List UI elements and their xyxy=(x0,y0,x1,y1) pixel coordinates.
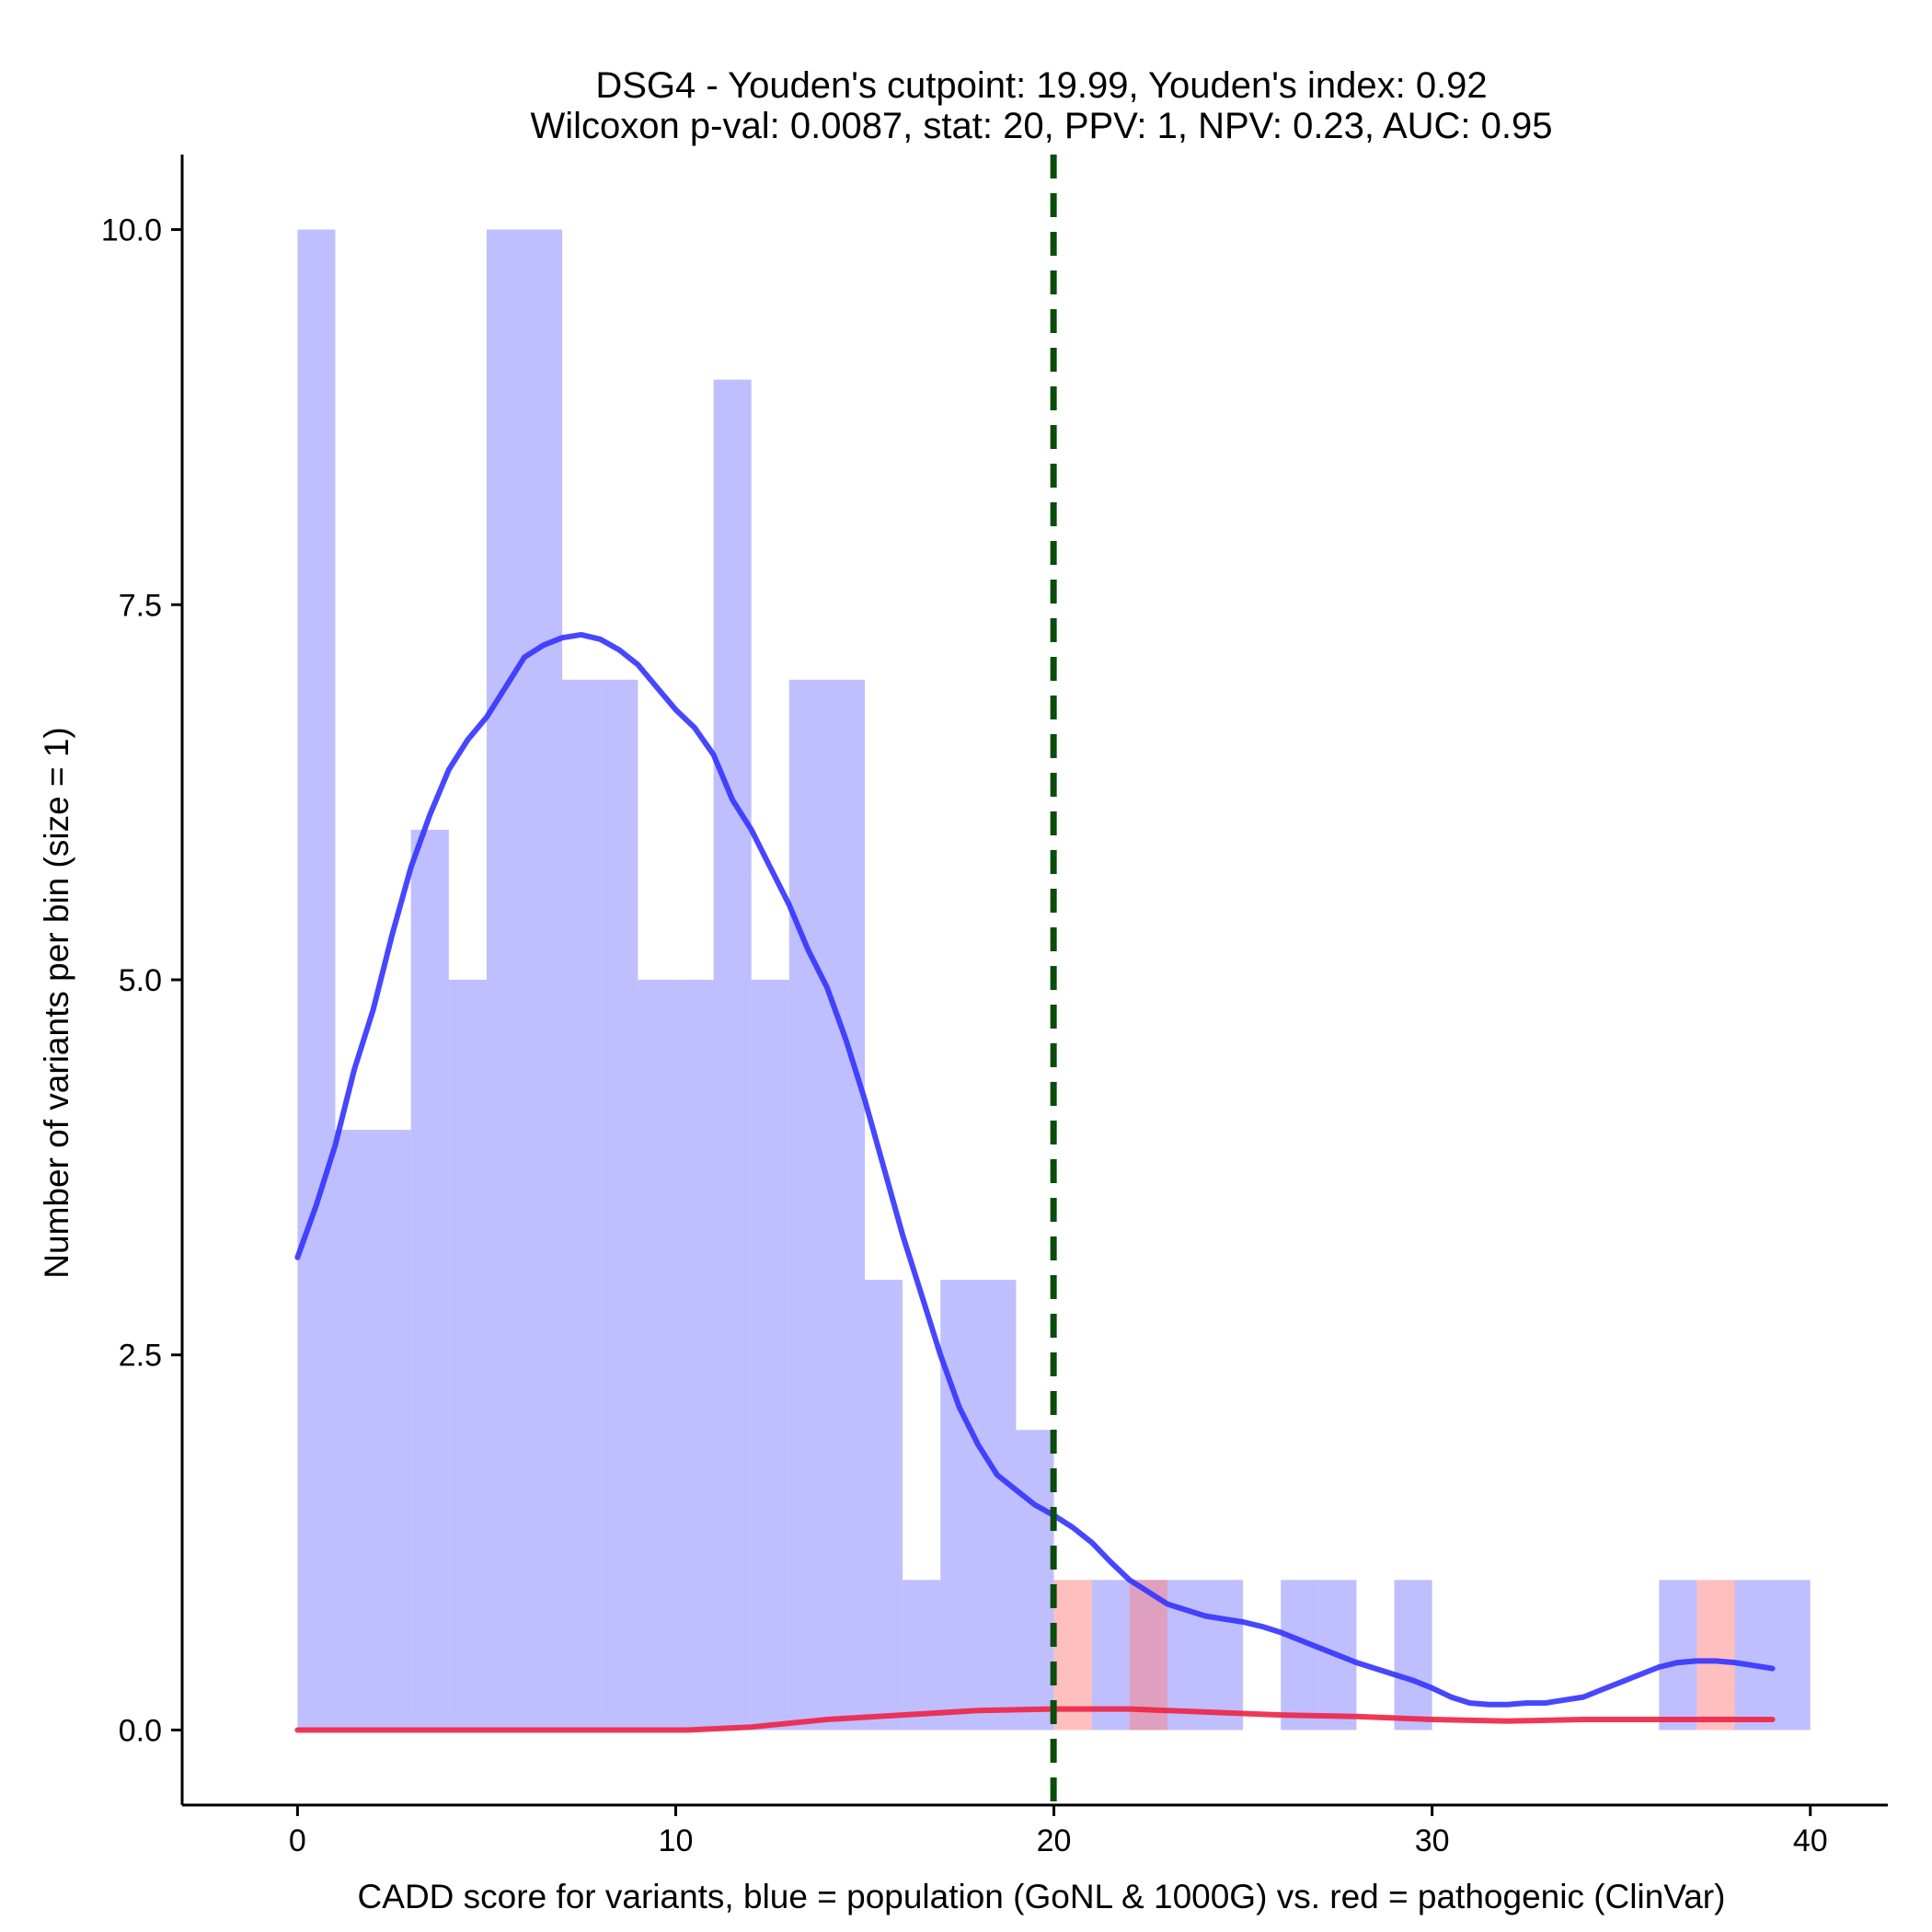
chart-title: DSG4 - Youden's cutpoint: 19.99, Youden'… xyxy=(595,65,1487,106)
x-tick-label: 30 xyxy=(1415,1823,1450,1858)
pathogenic-bar xyxy=(1129,1580,1167,1731)
population-bar xyxy=(1659,1580,1697,1731)
axes: 0 10 20 30 40 0.0 2.5 5.0 7.5 10.0 xyxy=(101,155,1888,1858)
y-tick-label: 7.5 xyxy=(119,588,162,623)
population-bar xyxy=(486,229,525,1731)
population-bar xyxy=(675,980,714,1731)
population-bar xyxy=(335,1130,374,1731)
x-tick-label: 0 xyxy=(289,1823,306,1858)
x-tick-label: 20 xyxy=(1037,1823,1072,1858)
population-bars xyxy=(297,229,1811,1731)
population-bar xyxy=(1281,1580,1319,1731)
x-axis-label: CADD score for variants, blue = populati… xyxy=(358,1878,1726,1915)
population-bar xyxy=(751,980,789,1731)
population-bar xyxy=(448,980,487,1731)
population-bar xyxy=(297,229,336,1731)
population-bar xyxy=(940,1280,979,1731)
chart-subtitle: Wilcoxon p-val: 0.0087, stat: 20, PPV: 1… xyxy=(531,106,1553,146)
population-bar xyxy=(1772,1580,1811,1731)
pathogenic-bars xyxy=(1053,1580,1735,1731)
population-density-line xyxy=(294,631,1776,1708)
population-bar xyxy=(713,379,752,1731)
population-bar xyxy=(410,829,449,1731)
population-bar xyxy=(978,1280,1017,1731)
y-tick-label: 0.0 xyxy=(119,1713,162,1748)
population-bar xyxy=(1204,1580,1244,1731)
population-bar xyxy=(562,679,601,1731)
y-tick-label: 5.0 xyxy=(119,963,162,998)
pathogenic-bar xyxy=(1696,1580,1735,1731)
population-bar xyxy=(903,1580,941,1731)
density-curves xyxy=(294,631,1776,1733)
population-bar xyxy=(600,679,638,1731)
population-bar xyxy=(524,229,563,1731)
population-bar xyxy=(788,679,827,1731)
population-bar xyxy=(1734,1580,1773,1731)
y-axis-label: Number of variants per bin (size = 1) xyxy=(38,727,75,1278)
population-bar xyxy=(1091,1580,1130,1731)
population-bar xyxy=(373,1130,411,1731)
population-bar xyxy=(1167,1580,1205,1731)
population-bar xyxy=(865,1280,903,1731)
pathogenic-bar xyxy=(1053,1580,1092,1731)
population-bar xyxy=(638,980,676,1731)
population-bar xyxy=(1016,1430,1054,1731)
x-tick-label: 40 xyxy=(1793,1823,1828,1858)
population-bar xyxy=(1394,1580,1432,1731)
y-tick-label: 2.5 xyxy=(119,1339,162,1374)
pathogenic-density-line xyxy=(294,1706,1776,1733)
y-tick-label: 10.0 xyxy=(101,213,162,248)
x-tick-label: 10 xyxy=(659,1823,694,1858)
population-bar xyxy=(826,679,866,1731)
